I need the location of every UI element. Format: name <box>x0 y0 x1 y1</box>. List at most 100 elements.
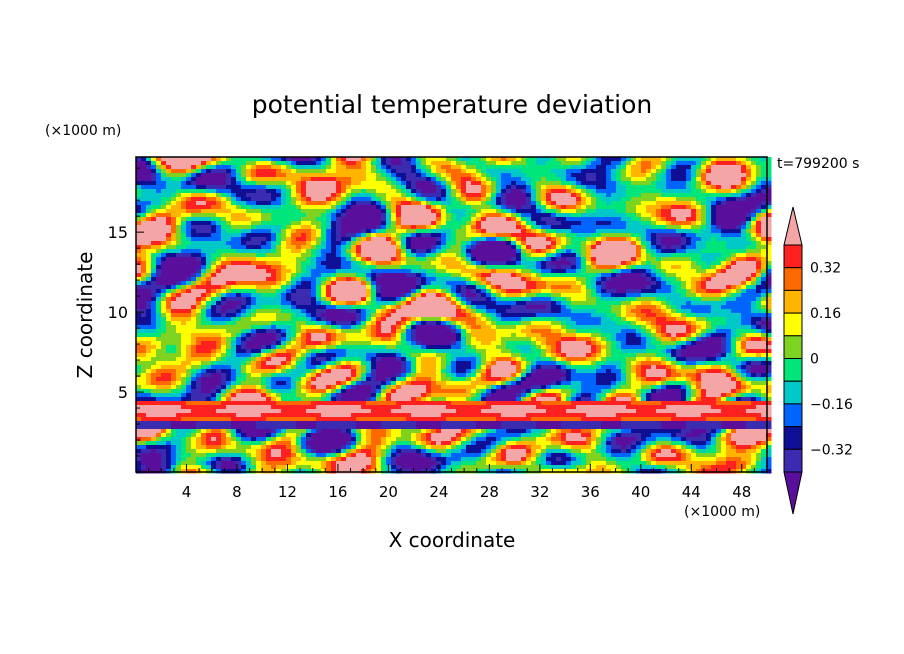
field-cell <box>306 237 312 242</box>
field-cell <box>191 313 197 318</box>
field-cell <box>591 213 597 218</box>
field-cell <box>621 185 627 190</box>
field-cell <box>581 221 587 226</box>
field-cell <box>581 197 587 202</box>
field-cell <box>196 269 202 274</box>
field-cell <box>666 281 672 286</box>
field-cell <box>446 209 452 214</box>
field-cell <box>386 209 392 214</box>
field-cell <box>176 217 182 222</box>
field-cell <box>606 193 612 198</box>
field-cell <box>721 193 727 198</box>
field-cell <box>666 241 672 246</box>
field-cell <box>236 293 242 298</box>
field-cell <box>596 277 602 282</box>
field-cell <box>481 245 487 250</box>
field-cell <box>626 297 632 302</box>
field-cell <box>691 157 697 162</box>
field-cell <box>601 261 607 266</box>
field-cell <box>721 269 727 274</box>
field-cell <box>446 265 452 270</box>
field-cell <box>286 233 292 238</box>
field-cell <box>311 241 317 246</box>
field-cell <box>271 161 277 166</box>
field-cell <box>251 229 257 234</box>
field-cell <box>446 177 452 182</box>
field-cell <box>326 201 332 206</box>
field-cell <box>441 257 447 262</box>
field-cell <box>456 277 462 282</box>
field-cell <box>176 249 182 254</box>
field-cell <box>731 221 737 226</box>
field-cell <box>766 241 772 246</box>
field-cell <box>476 205 482 210</box>
field-cell <box>181 197 187 202</box>
field-cell <box>396 205 402 210</box>
field-cell <box>636 309 642 314</box>
field-cell <box>761 221 767 226</box>
field-cell <box>436 205 442 210</box>
field-cell <box>356 193 362 198</box>
field-cell <box>531 293 537 298</box>
field-cell <box>386 189 392 194</box>
field-cell <box>636 301 642 306</box>
field-cell <box>506 293 512 298</box>
field-cell <box>266 237 272 242</box>
field-cell <box>586 293 592 298</box>
field-cell <box>531 309 537 314</box>
field-cell <box>146 249 152 254</box>
field-cell <box>436 181 442 186</box>
field-cell <box>611 181 617 186</box>
field-cell <box>271 169 277 174</box>
field-cell <box>481 165 487 170</box>
field-cell <box>386 261 392 266</box>
field-cell <box>741 193 747 198</box>
field-cell <box>621 209 627 214</box>
field-cell <box>556 189 562 194</box>
field-cell <box>601 265 607 270</box>
field-cell <box>621 265 627 270</box>
field-cell <box>421 157 427 162</box>
field-cell <box>551 269 557 274</box>
field-cell <box>711 229 717 234</box>
field-cell <box>386 309 392 314</box>
field-cell <box>506 253 512 258</box>
field-cell <box>316 273 322 278</box>
field-cell <box>636 285 642 290</box>
field-cell <box>321 249 327 254</box>
field-cell <box>406 305 412 310</box>
field-cell <box>621 173 627 178</box>
field-cell <box>356 253 362 258</box>
field-cell <box>171 161 177 166</box>
field-cell <box>656 257 662 262</box>
field-cell <box>746 213 752 218</box>
field-cell <box>146 157 152 162</box>
field-cell <box>296 305 302 310</box>
field-cell <box>246 193 252 198</box>
field-cell <box>526 269 532 274</box>
field-cell <box>666 269 672 274</box>
field-cell <box>481 301 487 306</box>
field-cell <box>671 229 677 234</box>
field-cell <box>331 281 337 286</box>
field-cell <box>356 229 362 234</box>
field-cell <box>571 297 577 302</box>
field-cell <box>531 181 537 186</box>
field-cell <box>641 197 647 202</box>
field-cell <box>536 193 542 198</box>
field-cell <box>206 201 212 206</box>
field-cell <box>306 261 312 266</box>
field-cell <box>751 281 757 286</box>
field-cell <box>586 185 592 190</box>
field-cell <box>451 185 457 190</box>
field-cell <box>706 229 712 234</box>
field-cell <box>476 257 482 262</box>
field-cell <box>166 289 172 294</box>
field-cell <box>511 157 517 162</box>
field-cell <box>411 225 417 230</box>
field-cell <box>536 201 542 206</box>
field-cell <box>361 161 367 166</box>
field-cell <box>646 245 652 250</box>
field-cell <box>311 245 317 250</box>
field-cell <box>406 169 412 174</box>
